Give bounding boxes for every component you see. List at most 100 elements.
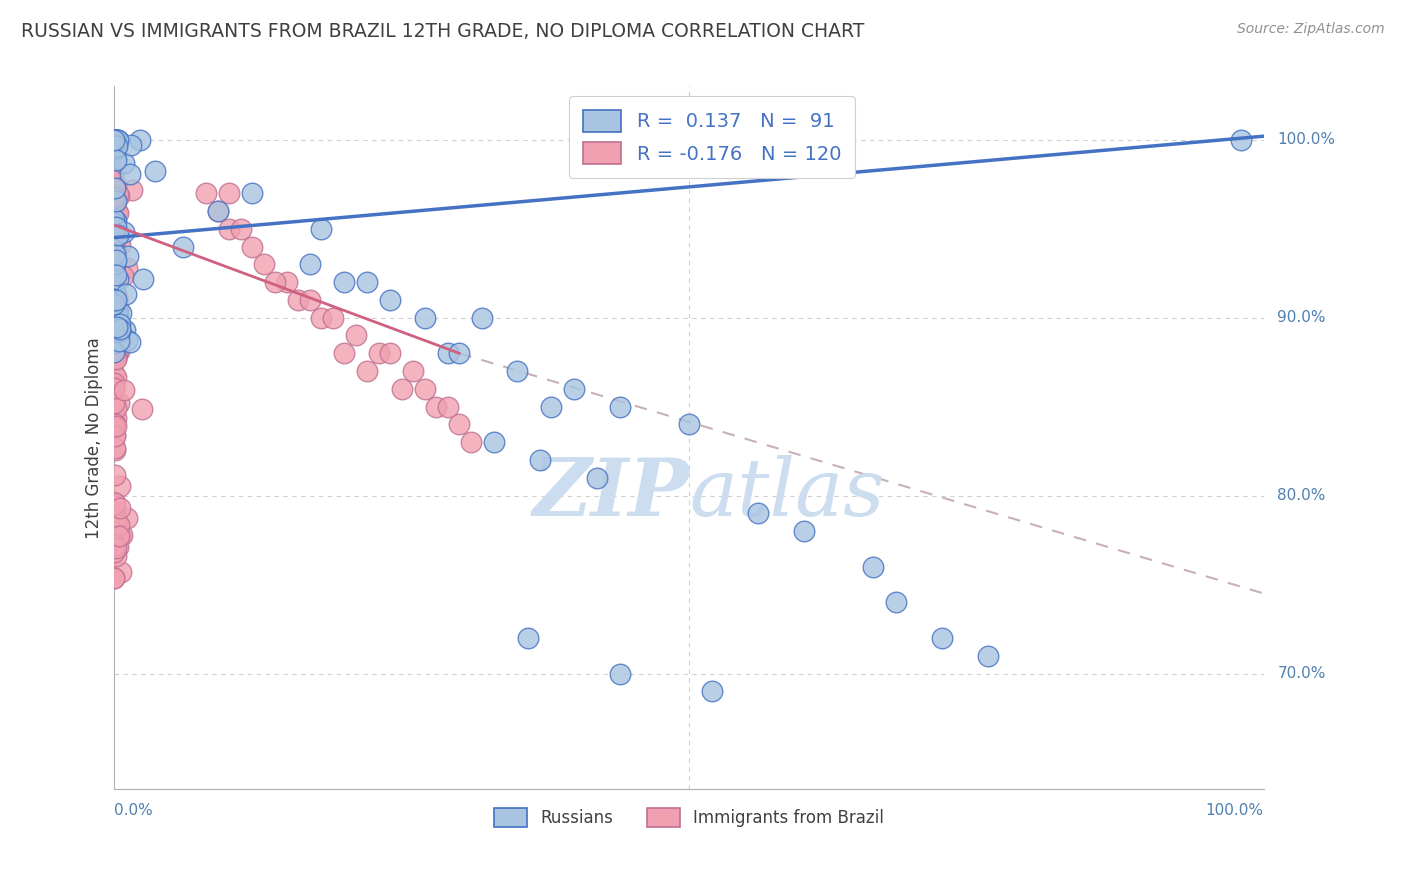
Point bbox=[218, 186, 240, 201]
Point bbox=[120, 138, 142, 153]
Point bbox=[609, 400, 631, 414]
Point bbox=[103, 133, 125, 147]
Point bbox=[104, 229, 127, 244]
Point bbox=[104, 496, 127, 510]
Point bbox=[413, 310, 436, 325]
Point bbox=[104, 342, 127, 356]
Point bbox=[105, 268, 128, 282]
Point bbox=[104, 401, 127, 416]
Point bbox=[105, 180, 128, 194]
Point bbox=[287, 293, 309, 307]
Point bbox=[104, 141, 127, 155]
Point bbox=[333, 275, 356, 289]
Point bbox=[108, 331, 131, 345]
Point bbox=[449, 417, 471, 432]
Point bbox=[207, 203, 229, 218]
Point bbox=[104, 343, 127, 358]
Point bbox=[104, 285, 127, 300]
Point bbox=[1229, 133, 1251, 147]
Point bbox=[172, 239, 194, 253]
Point bbox=[103, 381, 125, 395]
Point bbox=[380, 293, 402, 307]
Point bbox=[108, 479, 131, 493]
Text: 90.0%: 90.0% bbox=[1278, 310, 1326, 326]
Point bbox=[104, 319, 127, 334]
Point bbox=[311, 221, 333, 235]
Point bbox=[105, 194, 128, 209]
Point bbox=[143, 164, 166, 178]
Text: Source: ZipAtlas.com: Source: ZipAtlas.com bbox=[1237, 22, 1385, 37]
Point bbox=[356, 275, 378, 289]
Point bbox=[240, 239, 263, 253]
Point bbox=[107, 227, 129, 242]
Point bbox=[103, 344, 125, 359]
Point bbox=[103, 133, 125, 147]
Point bbox=[104, 497, 127, 511]
Point bbox=[104, 417, 127, 431]
Point bbox=[103, 216, 125, 230]
Point bbox=[103, 189, 125, 203]
Point bbox=[460, 435, 482, 450]
Point bbox=[884, 595, 907, 609]
Point bbox=[356, 364, 378, 378]
Point bbox=[264, 275, 287, 289]
Point bbox=[103, 133, 125, 147]
Point bbox=[104, 133, 127, 147]
Point bbox=[107, 312, 129, 326]
Point bbox=[105, 205, 128, 219]
Point bbox=[104, 160, 127, 174]
Text: 70.0%: 70.0% bbox=[1278, 666, 1326, 681]
Point bbox=[104, 133, 127, 147]
Point bbox=[104, 441, 127, 455]
Point bbox=[195, 186, 218, 201]
Point bbox=[131, 401, 153, 416]
Point bbox=[298, 257, 321, 271]
Point bbox=[103, 180, 125, 194]
Point bbox=[586, 471, 609, 485]
Point bbox=[103, 297, 125, 311]
Point bbox=[104, 468, 127, 483]
Point bbox=[104, 192, 127, 206]
Point bbox=[104, 220, 127, 235]
Point bbox=[700, 684, 723, 698]
Point bbox=[104, 146, 127, 161]
Point bbox=[108, 334, 131, 349]
Point bbox=[562, 382, 585, 396]
Point bbox=[107, 306, 129, 320]
Text: RUSSIAN VS IMMIGRANTS FROM BRAZIL 12TH GRADE, NO DIPLOMA CORRELATION CHART: RUSSIAN VS IMMIGRANTS FROM BRAZIL 12TH G… bbox=[21, 22, 865, 41]
Point bbox=[104, 134, 127, 148]
Point bbox=[114, 287, 136, 301]
Point bbox=[402, 364, 425, 378]
Point bbox=[540, 400, 562, 414]
Point bbox=[103, 233, 125, 247]
Point bbox=[110, 306, 132, 320]
Point bbox=[436, 346, 458, 360]
Point bbox=[105, 293, 128, 307]
Point bbox=[103, 419, 125, 434]
Point bbox=[103, 293, 125, 307]
Point bbox=[104, 253, 127, 268]
Point bbox=[207, 203, 229, 218]
Point bbox=[105, 153, 128, 167]
Point bbox=[103, 214, 125, 228]
Point bbox=[103, 545, 125, 559]
Point bbox=[103, 571, 125, 585]
Point bbox=[104, 428, 127, 442]
Y-axis label: 12th Grade, No Diploma: 12th Grade, No Diploma bbox=[86, 337, 103, 539]
Point bbox=[104, 241, 127, 255]
Point bbox=[105, 133, 128, 147]
Point bbox=[103, 571, 125, 585]
Point bbox=[380, 346, 402, 360]
Point bbox=[103, 235, 125, 249]
Point bbox=[678, 417, 700, 432]
Point bbox=[115, 510, 138, 524]
Point bbox=[107, 518, 129, 533]
Point bbox=[103, 379, 125, 393]
Point bbox=[104, 512, 127, 526]
Point bbox=[103, 215, 125, 229]
Point bbox=[931, 631, 953, 645]
Point bbox=[110, 322, 132, 336]
Point bbox=[105, 309, 128, 323]
Point bbox=[107, 205, 129, 219]
Point bbox=[104, 293, 127, 308]
